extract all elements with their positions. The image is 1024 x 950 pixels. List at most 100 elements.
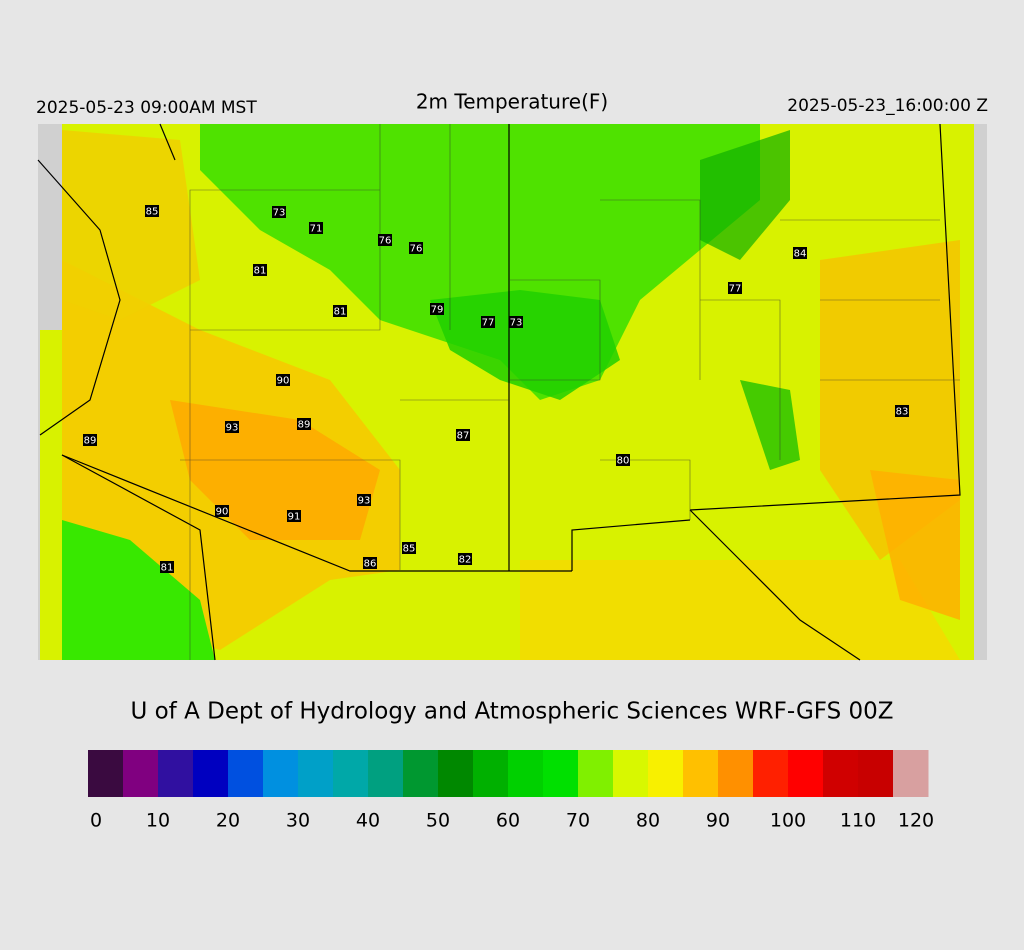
colorbar-swatch (718, 750, 754, 797)
credit: U of A Dept of Hydrology and Atmospheric… (130, 699, 893, 725)
station: 79 (430, 303, 444, 316)
station-value: 81 (254, 266, 267, 277)
station-box (616, 454, 630, 466)
colorbar-swatch (683, 750, 719, 797)
station-value: 81 (334, 307, 347, 318)
station-box (272, 206, 286, 218)
station: 90 (276, 374, 290, 387)
station-value: 84 (794, 249, 807, 260)
colorbar-tick-label: 60 (496, 810, 520, 832)
station-box (430, 303, 444, 315)
colorbar-swatch (193, 750, 229, 797)
map (37, 123, 987, 661)
colorbar-swatch (858, 750, 894, 797)
station-box (309, 222, 323, 234)
station-box (458, 553, 472, 565)
station-value: 93 (358, 496, 371, 507)
station-value: 85 (146, 207, 159, 218)
station: 83 (895, 405, 909, 418)
station: 91 (287, 510, 301, 523)
station-box (793, 247, 807, 259)
colorbar-tick-label: 100 (770, 810, 806, 832)
colorbar-tick-label: 80 (636, 810, 660, 832)
colorbar-swatch (823, 750, 859, 797)
colorbar-swatch (403, 750, 439, 797)
station: 80 (616, 454, 630, 467)
colorbar-swatch (613, 750, 649, 797)
colorbar-swatch (298, 750, 334, 797)
station-box (728, 282, 742, 294)
station: 77 (728, 282, 742, 295)
colorbar-tick-label: 0 (90, 810, 102, 832)
station: 81 (160, 561, 174, 574)
colorbar-tick-label: 90 (706, 810, 730, 832)
station-value: 77 (729, 284, 742, 295)
colorbar-swatch (88, 750, 124, 797)
station-box (276, 374, 290, 386)
station-value: 71 (310, 224, 323, 235)
station-value: 93 (226, 423, 239, 434)
station-box (378, 234, 392, 246)
colorbar-tick-label: 120 (898, 810, 934, 832)
colorbar-swatch (228, 750, 264, 797)
station: 89 (83, 434, 97, 447)
station: 81 (333, 305, 347, 318)
station-box (297, 418, 311, 430)
station-box (225, 421, 239, 433)
station-value: 81 (161, 563, 174, 574)
station: 87 (456, 429, 470, 442)
station-value: 91 (288, 512, 301, 523)
colorbar-tick-label: 30 (286, 810, 310, 832)
colorbar-swatch (753, 750, 789, 797)
station: 93 (357, 494, 371, 507)
station-box (895, 405, 909, 417)
station: 76 (409, 242, 423, 255)
colorbar-swatch (578, 750, 614, 797)
colorbar-tick-label: 10 (146, 810, 170, 832)
station-box (509, 316, 523, 328)
station: 89 (297, 418, 311, 431)
map-title: 2m Temperature(F) (416, 90, 608, 114)
colorbar-tick-label: 110 (840, 810, 876, 832)
colorbar-tick-label: 20 (216, 810, 240, 832)
station-labels: 85 73 71 76 76 81 84 81 79 77 73 77 90 93 89 89 87 83 80 93… (83, 205, 909, 574)
station-value: 76 (410, 244, 423, 255)
colorbar-swatch (788, 750, 824, 797)
station: 76 (378, 234, 392, 247)
station: 93 (225, 421, 239, 434)
valid-time-local: 2025-05-23 09:00AM MST (36, 98, 257, 118)
colorbar-swatch (123, 750, 159, 797)
station-value: 79 (431, 305, 444, 316)
colorbar-swatch (263, 750, 299, 797)
station-value: 73 (273, 208, 286, 219)
station-value: 85 (403, 544, 416, 555)
colorbar-swatch (543, 750, 579, 797)
colorbar-swatch (158, 750, 194, 797)
colorbar-tick-label: 70 (566, 810, 590, 832)
colorbar-swatch (473, 750, 509, 797)
colorbar-swatch (368, 750, 404, 797)
station-box (160, 561, 174, 573)
station: 85 (402, 542, 416, 555)
colorbar-swatch (438, 750, 474, 797)
station-value: 87 (457, 431, 470, 442)
station: 84 (793, 247, 807, 260)
colorbar-swatch (893, 750, 929, 797)
station-value: 86 (364, 559, 377, 570)
station-box (456, 429, 470, 441)
station: 90 (215, 505, 229, 518)
station-box (402, 542, 416, 554)
colorbar-swatch (333, 750, 369, 797)
station: 77 (481, 316, 495, 329)
station-box (145, 205, 159, 217)
colorbar-tick-label: 40 (356, 810, 380, 832)
colorbar-swatch (508, 750, 544, 797)
station: 85 (145, 205, 159, 218)
station-value: 82 (459, 555, 472, 566)
station: 73 (509, 316, 523, 329)
station: 81 (253, 264, 267, 277)
colorbar: 0 10 20 30 40 50 60 70 80 90 100 110 120 (88, 750, 934, 832)
station: 73 (272, 206, 286, 219)
station-box (287, 510, 301, 522)
